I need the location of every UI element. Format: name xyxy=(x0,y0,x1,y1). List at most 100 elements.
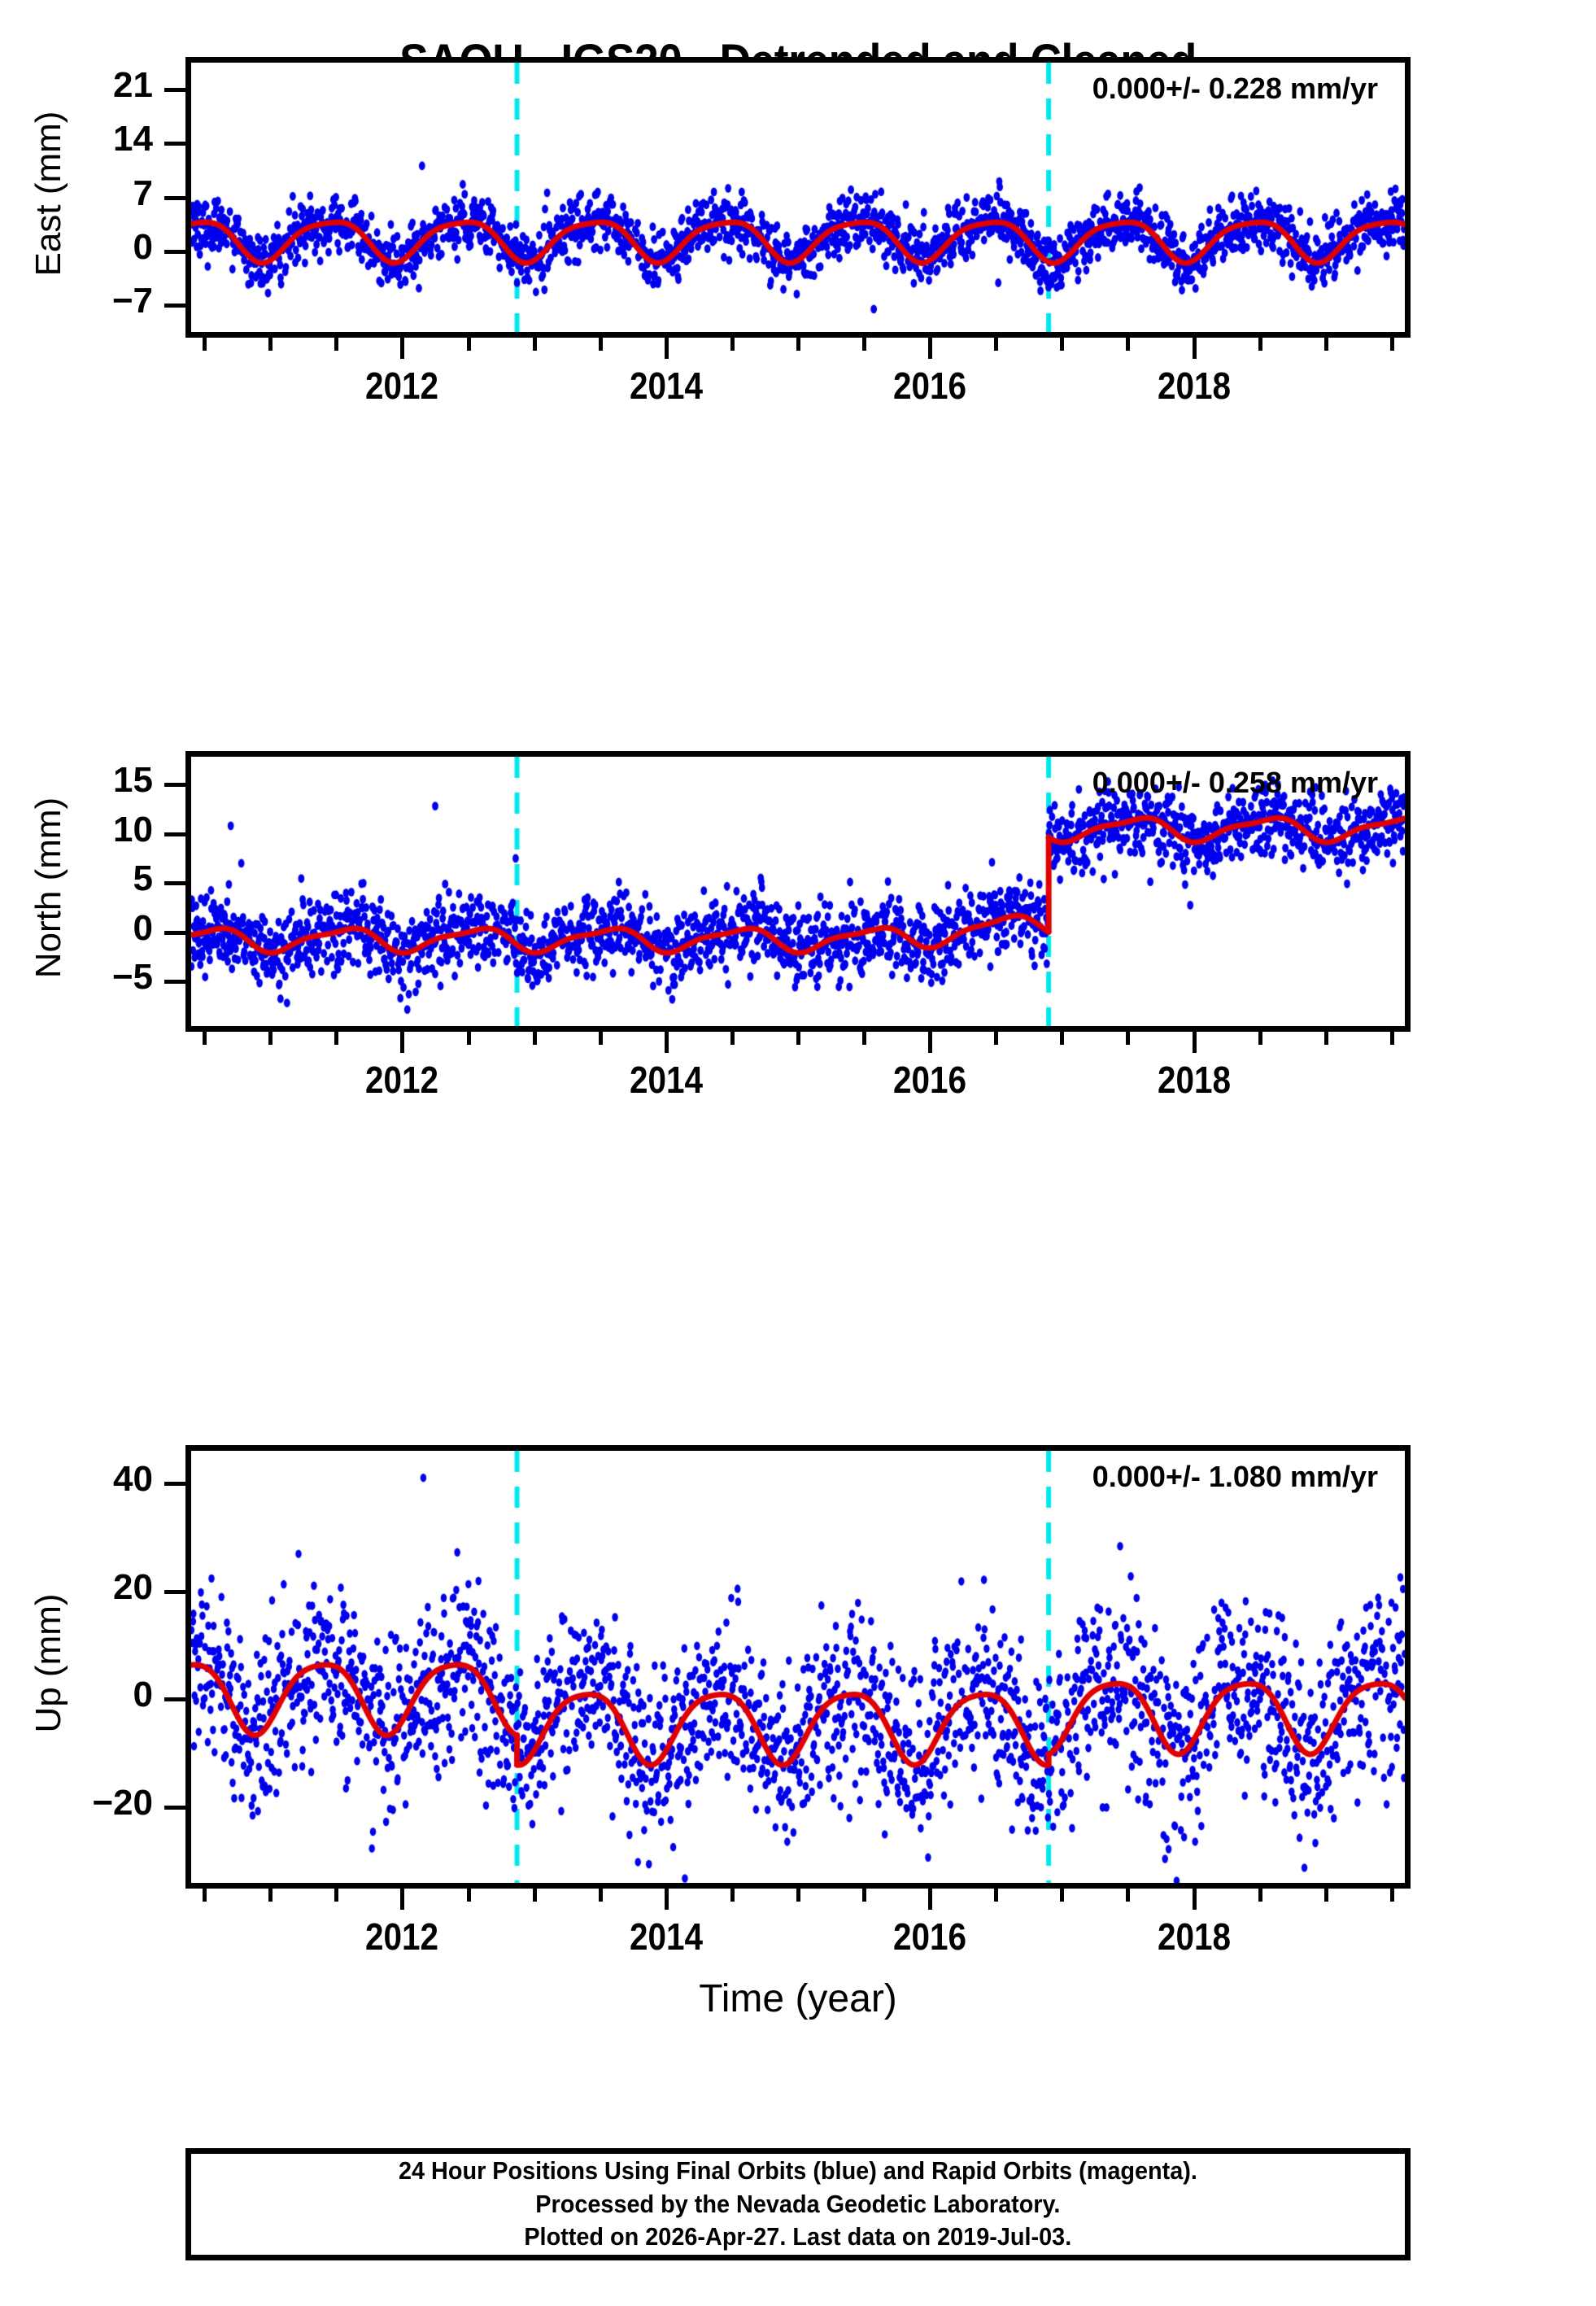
x-tick-mark xyxy=(928,1032,933,1053)
x-tick-mark xyxy=(334,338,339,351)
x-tick-mark xyxy=(1258,1032,1262,1045)
x-tick-mark xyxy=(1126,1889,1131,1902)
footer-info-box: 24 Hour Positions Using Final Orbits (bl… xyxy=(185,2148,1411,2260)
x-tick-mark xyxy=(796,1032,800,1045)
x-tick-mark xyxy=(466,1889,471,1902)
x-tick-mark xyxy=(730,1889,735,1902)
y-axis-title-up: Up (mm) xyxy=(28,1592,68,1733)
y-tick-mark xyxy=(164,1806,185,1810)
x-tick-mark xyxy=(532,1889,537,1902)
x-tick-mark xyxy=(1258,338,1262,351)
scatter-canvas-up xyxy=(191,1451,1405,1883)
x-tick-mark xyxy=(1192,338,1197,359)
footer-line-dates: Plotted on 2026-Apr-27. Last data on 201… xyxy=(524,2222,1072,2251)
x-tick-mark xyxy=(400,338,405,359)
rate-annotation-north: 0.000+/- 0.258 mm/yr xyxy=(1092,766,1378,799)
plot-area-north xyxy=(185,751,1411,1032)
y-tick-mark xyxy=(164,980,185,985)
x-tick-mark xyxy=(532,338,537,351)
x-tick-label-north-0: 2012 xyxy=(365,1059,439,1101)
y-tick-label-north-4: −5 xyxy=(111,957,153,998)
x-tick-mark xyxy=(664,1889,669,1910)
x-tick-mark xyxy=(1323,1889,1328,1902)
y-tick-mark xyxy=(164,195,185,200)
x-tick-mark xyxy=(1126,338,1131,351)
x-tick-mark xyxy=(1389,1032,1394,1045)
y-tick-mark xyxy=(164,249,185,254)
x-tick-mark xyxy=(203,1889,207,1902)
y-tick-mark xyxy=(164,881,185,886)
x-tick-mark xyxy=(1323,1032,1328,1045)
x-tick-mark xyxy=(1126,1032,1131,1045)
x-tick-mark xyxy=(400,1889,405,1910)
x-tick-mark xyxy=(1192,1032,1197,1053)
x-tick-label-east-1: 2014 xyxy=(629,365,703,407)
x-tick-mark xyxy=(730,338,735,351)
x-tick-mark xyxy=(1389,1889,1394,1902)
x-tick-label-up-2: 2016 xyxy=(893,1915,967,1958)
x-tick-mark xyxy=(796,1889,800,1902)
y-tick-label-up-0: 40 xyxy=(113,1458,153,1499)
x-tick-mark xyxy=(1060,1889,1065,1902)
x-tick-mark xyxy=(1323,338,1328,351)
x-tick-mark xyxy=(1060,338,1065,351)
x-tick-mark xyxy=(862,1032,867,1045)
x-tick-mark xyxy=(400,1032,405,1053)
y-tick-label-up-1: 20 xyxy=(113,1566,153,1607)
x-tick-mark xyxy=(862,1889,867,1902)
scatter-canvas-east xyxy=(191,63,1405,332)
x-tick-mark xyxy=(1258,1889,1262,1902)
y-axis-title-north: North (mm) xyxy=(28,797,68,978)
x-tick-mark xyxy=(598,1889,603,1902)
y-axis-title-east: East (mm) xyxy=(28,111,68,276)
x-tick-mark xyxy=(664,338,669,359)
y-tick-mark xyxy=(164,88,185,93)
x-tick-label-north-2: 2016 xyxy=(893,1059,967,1101)
x-tick-label-east-2: 2016 xyxy=(893,365,967,407)
x-tick-label-north-1: 2014 xyxy=(629,1059,703,1101)
x-tick-mark xyxy=(466,338,471,351)
x-tick-mark xyxy=(334,1889,339,1902)
x-tick-mark xyxy=(268,1889,273,1902)
y-tick-label-east-0: 21 xyxy=(113,65,153,106)
scatter-canvas-north xyxy=(191,757,1405,1026)
x-axis-title: Time (year) xyxy=(699,1977,897,2020)
x-tick-mark xyxy=(796,338,800,351)
x-tick-mark xyxy=(466,1032,471,1045)
x-tick-mark xyxy=(994,1889,999,1902)
y-tick-mark xyxy=(164,930,185,935)
y-tick-mark xyxy=(164,303,185,308)
plot-area-east xyxy=(185,57,1411,338)
y-tick-label-north-3: 0 xyxy=(133,907,153,948)
x-tick-mark xyxy=(598,338,603,351)
x-tick-mark xyxy=(994,338,999,351)
x-tick-label-up-1: 2014 xyxy=(629,1915,703,1958)
x-tick-label-up-3: 2018 xyxy=(1157,1915,1231,1958)
footer-line-processor: Processed by the Nevada Geodetic Laborat… xyxy=(535,2189,1061,2218)
footer-line-orbits: 24 Hour Positions Using Final Orbits (bl… xyxy=(399,2155,1197,2185)
x-tick-label-east-0: 2012 xyxy=(365,365,439,407)
x-tick-label-east-3: 2018 xyxy=(1157,365,1231,407)
x-tick-mark xyxy=(928,338,933,359)
y-tick-label-east-1: 14 xyxy=(113,119,153,159)
y-tick-mark xyxy=(164,782,185,787)
rate-annotation-up: 0.000+/- 1.080 mm/yr xyxy=(1092,1460,1378,1493)
y-tick-label-east-4: −7 xyxy=(111,280,153,321)
y-tick-label-up-2: 0 xyxy=(133,1675,153,1715)
x-tick-mark xyxy=(1389,338,1394,351)
rate-annotation-east: 0.000+/- 0.228 mm/yr xyxy=(1092,72,1378,105)
x-tick-mark xyxy=(532,1032,537,1045)
x-tick-mark xyxy=(598,1032,603,1045)
y-tick-mark xyxy=(164,832,185,836)
y-tick-label-north-1: 10 xyxy=(113,809,153,849)
y-tick-label-north-2: 5 xyxy=(133,858,153,899)
plot-area-up xyxy=(185,1445,1411,1889)
x-tick-mark xyxy=(1060,1032,1065,1045)
y-tick-mark xyxy=(164,1481,185,1486)
x-tick-mark xyxy=(268,1032,273,1045)
y-tick-label-east-3: 0 xyxy=(133,226,153,267)
x-tick-label-north-3: 2018 xyxy=(1157,1059,1231,1101)
y-tick-label-north-0: 15 xyxy=(113,759,153,800)
x-tick-mark xyxy=(203,1032,207,1045)
x-tick-mark xyxy=(730,1032,735,1045)
